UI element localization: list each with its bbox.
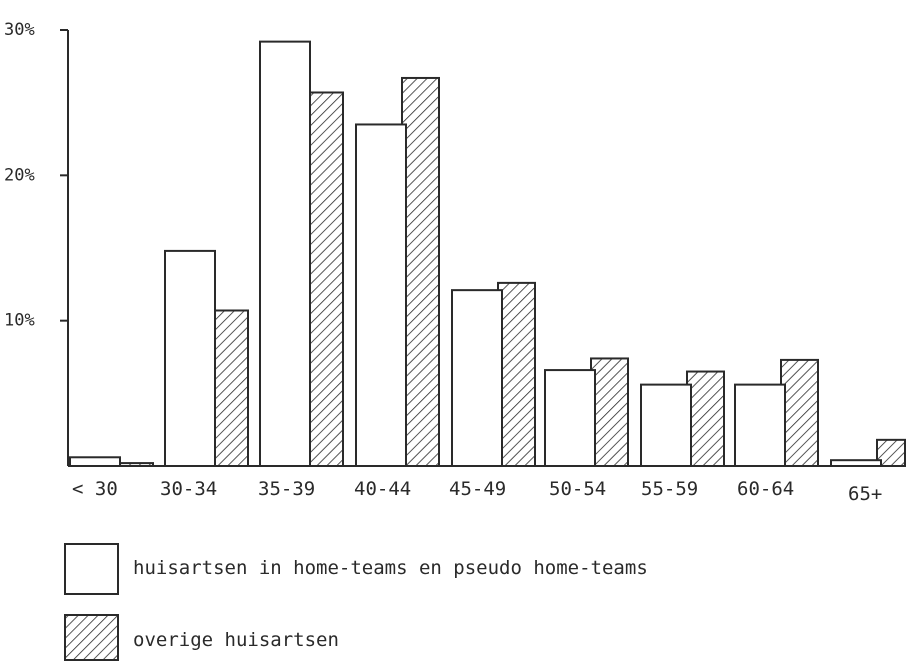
x-category-label: < 30 — [72, 478, 118, 500]
x-category-label: 65+ — [848, 483, 882, 505]
bar-group-5 — [544, 357, 629, 468]
category-labels: < 30 30-34 35-39 40-44 45-49 50-54 55-59 60-64 6… — [72, 478, 882, 505]
bar-home-teams — [544, 369, 596, 467]
legend-label-series-2: overige huisartsen — [133, 629, 339, 651]
bar-overige-huisartsen — [497, 281, 536, 467]
bar-home-teams — [734, 383, 786, 468]
legend-item-series-1: huisartsen in home-teams en pseudo home-… — [64, 543, 648, 595]
bar-home-teams — [830, 459, 882, 468]
bar-overige-huisartsen — [590, 357, 629, 468]
y-tick-label: 20% — [4, 165, 35, 185]
y-tick-label: 10% — [4, 311, 35, 331]
legend: huisartsen in home-teams en pseudo home-… — [64, 543, 648, 661]
bar-home-teams — [69, 456, 121, 467]
bar-group-2 — [259, 40, 344, 467]
legend-label-series-1: huisartsen in home-teams en pseudo home-… — [133, 557, 648, 579]
bar-overige-huisartsen — [115, 462, 154, 467]
legend-swatch-hatched — [64, 614, 119, 661]
y-axis: 10% 20% 30% — [4, 20, 69, 466]
bar-overige-huisartsen — [210, 309, 249, 468]
bar-home-teams — [355, 123, 407, 467]
bar-group-7 — [734, 358, 819, 468]
bar-home-teams — [259, 40, 311, 467]
x-category-label: 45-49 — [449, 478, 506, 500]
bar-overige-huisartsen — [401, 76, 440, 468]
bar-group-8 — [830, 438, 906, 468]
bar-overige-huisartsen — [780, 358, 819, 468]
bar-group-1 — [164, 249, 249, 468]
bar-home-teams — [451, 289, 503, 467]
x-category-label: 50-54 — [549, 478, 606, 500]
x-category-label: 35-39 — [258, 478, 315, 500]
x-category-label: 60-64 — [737, 478, 794, 500]
bars-group — [69, 40, 906, 468]
x-category-label: 55-59 — [641, 478, 698, 500]
bar-group-3 — [355, 76, 440, 468]
x-category-label: 30-34 — [160, 478, 217, 500]
bar-group-0 — [69, 456, 154, 467]
bar-overige-huisartsen — [305, 91, 344, 467]
legend-swatch-white — [64, 543, 119, 595]
bar-group-6 — [640, 370, 725, 468]
bar-group-4 — [451, 281, 536, 467]
bar-overige-huisartsen — [686, 370, 725, 467]
bar-home-teams — [640, 383, 692, 468]
x-category-label: 40-44 — [354, 478, 411, 500]
y-tick-label: 30% — [4, 20, 35, 40]
legend-item-series-2: overige huisartsen — [64, 614, 339, 661]
bar-home-teams — [164, 249, 216, 467]
